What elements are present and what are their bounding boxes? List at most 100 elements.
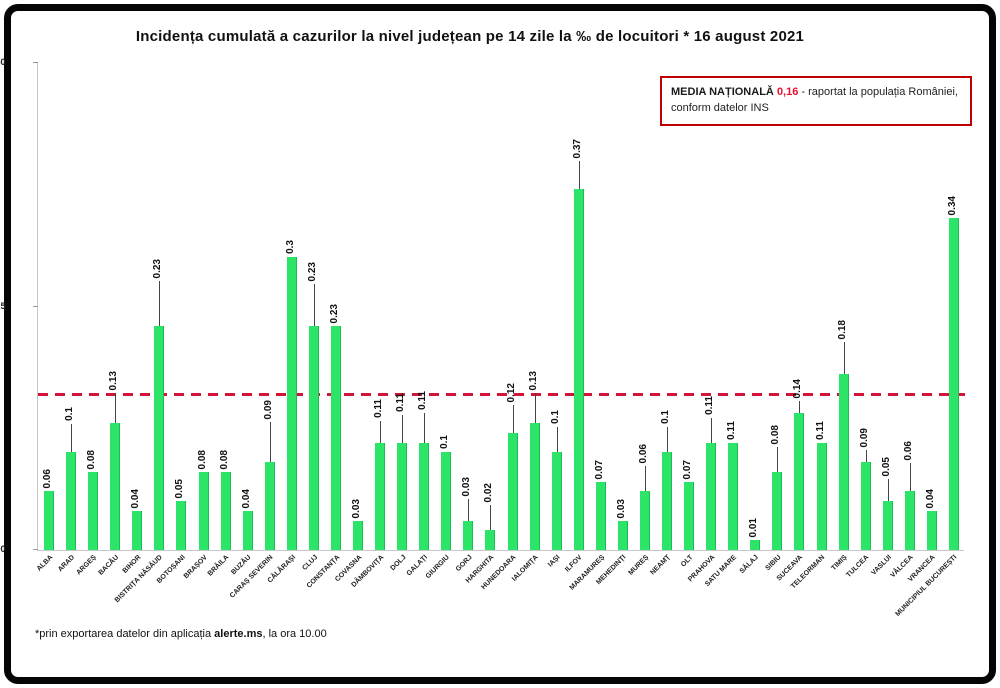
bar-value-label: 0.06	[42, 468, 54, 488]
label-leader-line	[909, 463, 911, 491]
bar	[485, 530, 496, 550]
label-leader-line	[865, 450, 867, 462]
bar	[838, 374, 849, 550]
bar-value-label: 0.1	[549, 410, 561, 424]
bar-slot: 0.37 ILFOV	[564, 62, 590, 574]
bar-value-label: 0.11	[395, 393, 407, 412]
category-label: NEAMȚ	[649, 554, 672, 577]
label-leader-line	[71, 424, 73, 452]
label-leader-line	[534, 393, 536, 423]
bar-slot: 0.08 SIBIU	[764, 62, 788, 572]
bar	[353, 521, 364, 550]
footnote: *prin exportarea datelor din aplicația a…	[35, 628, 327, 640]
national-average-text: - raportat la populația României, confor…	[671, 86, 958, 114]
bar	[750, 540, 761, 550]
bar-value-label: 0.07	[593, 459, 605, 479]
bar	[948, 218, 959, 550]
bar	[860, 462, 871, 550]
bar-slot: 0.3 CĂLĂRAȘI	[266, 62, 303, 585]
bar-value-label: 0.1	[64, 407, 76, 421]
bar-value-label: 0.13	[108, 370, 120, 390]
bar-value-label: 0.11	[726, 421, 738, 440]
bar	[728, 443, 739, 550]
label-leader-line	[115, 393, 117, 423]
bar-slot: 0.01 SĂLAJ	[739, 62, 766, 575]
bar-slot: 0.05 VASLUI	[870, 62, 899, 577]
bar-slot: 0.09 TULCEA	[846, 62, 877, 579]
bar	[706, 443, 717, 550]
bar	[330, 326, 341, 550]
bar-slot: 0.08 BRAȘOV	[182, 62, 215, 580]
category-label: TIMIȘ	[830, 554, 849, 573]
bar-value-label: 0.03	[461, 476, 473, 496]
category-label: BRĂILA	[206, 554, 231, 578]
bar-slot: 0.18 TIMIȘ	[830, 62, 855, 572]
bar-slot: 0.11 TELEORMAN	[790, 62, 833, 590]
bar-slot: 0.1 NEAMȚ	[649, 62, 678, 577]
bar-slot: 0.1 GIURGIU	[425, 62, 457, 580]
category-label: ARGEȘ	[75, 554, 99, 577]
bar-value-label: 0.08	[770, 424, 782, 444]
label-leader-line	[159, 281, 161, 326]
bar-slot: 0.11 SATU MARE	[704, 62, 744, 588]
bar-slot: 0.1 ARAD	[57, 62, 82, 573]
bar	[573, 189, 584, 550]
bar-slot: 0.23 CONSTANȚA	[305, 62, 347, 590]
bar-value-label: 0.07	[682, 459, 694, 479]
label-leader-line	[799, 401, 801, 413]
bar-value-label: 0.11	[417, 391, 429, 410]
bar	[441, 452, 452, 550]
national-average-reference-line	[38, 392, 965, 396]
bar	[639, 491, 650, 550]
y-tick-mark	[33, 306, 38, 307]
bar-slot: 0.08 BRĂILA	[207, 62, 237, 578]
label-leader-line	[711, 418, 713, 443]
bar	[662, 452, 673, 550]
bar-slot: 0.04 BIHOR	[121, 62, 148, 575]
label-leader-line	[512, 405, 514, 433]
bar	[507, 433, 518, 550]
bar	[904, 491, 915, 550]
bar-value-label: 0.05	[174, 478, 186, 498]
y-tick-label-050: 0.50	[0, 57, 6, 67]
bar-value-label: 0.08	[218, 449, 230, 469]
category-label: GORJ	[454, 554, 474, 573]
bar	[132, 511, 143, 550]
chart-title: Incidența cumulată a cazurilor la nivel …	[135, 28, 805, 45]
bar	[551, 452, 562, 550]
label-leader-line	[468, 499, 470, 521]
bar	[198, 472, 209, 550]
bar-value-label: 0.01	[748, 517, 760, 537]
national-average-callout: MEDIA NAȚIONALĂ 0,16 - raportat la popul…	[660, 76, 972, 126]
label-leader-line	[777, 447, 779, 472]
bar-value-label: 0.04	[240, 488, 252, 508]
category-label: SĂLAJ	[739, 554, 761, 576]
bar-value-label: 0.37	[571, 138, 583, 158]
category-label: ALBA	[35, 554, 54, 573]
category-label: OLT	[679, 554, 695, 569]
y-tick-label-025: 0.25	[0, 301, 6, 311]
label-leader-line	[644, 466, 646, 491]
bar	[44, 491, 55, 550]
y-tick-label-000: 0.00	[0, 544, 6, 554]
bar-value-label: 0.08	[86, 449, 98, 469]
bar-value-label: 0.05	[880, 456, 892, 476]
bar-value-label: 0.04	[924, 488, 936, 508]
label-leader-line	[556, 427, 558, 452]
y-tick-mark	[33, 549, 38, 550]
bar-value-label: 0.03	[615, 498, 627, 518]
category-label: TULCEA	[845, 554, 871, 580]
bar-slot: 0.06 ALBA	[35, 62, 60, 573]
bar-slot: 0.23 BISTRIȚA NĂSĂUD	[114, 62, 170, 604]
bar	[595, 482, 606, 550]
bar	[684, 482, 695, 550]
bar-value-label: 0.11	[814, 421, 826, 440]
bar-slot: 0.34 MUNICIPIUL BUCUREȘTI	[895, 62, 965, 618]
bar	[375, 443, 386, 550]
category-label: GIURGIU	[425, 554, 452, 581]
bar	[397, 443, 408, 550]
bar	[419, 443, 430, 550]
bar-value-label: 0.11	[704, 396, 716, 415]
bar-value-label: 0.1	[660, 410, 672, 424]
bar-value-label: 0.02	[483, 482, 495, 502]
